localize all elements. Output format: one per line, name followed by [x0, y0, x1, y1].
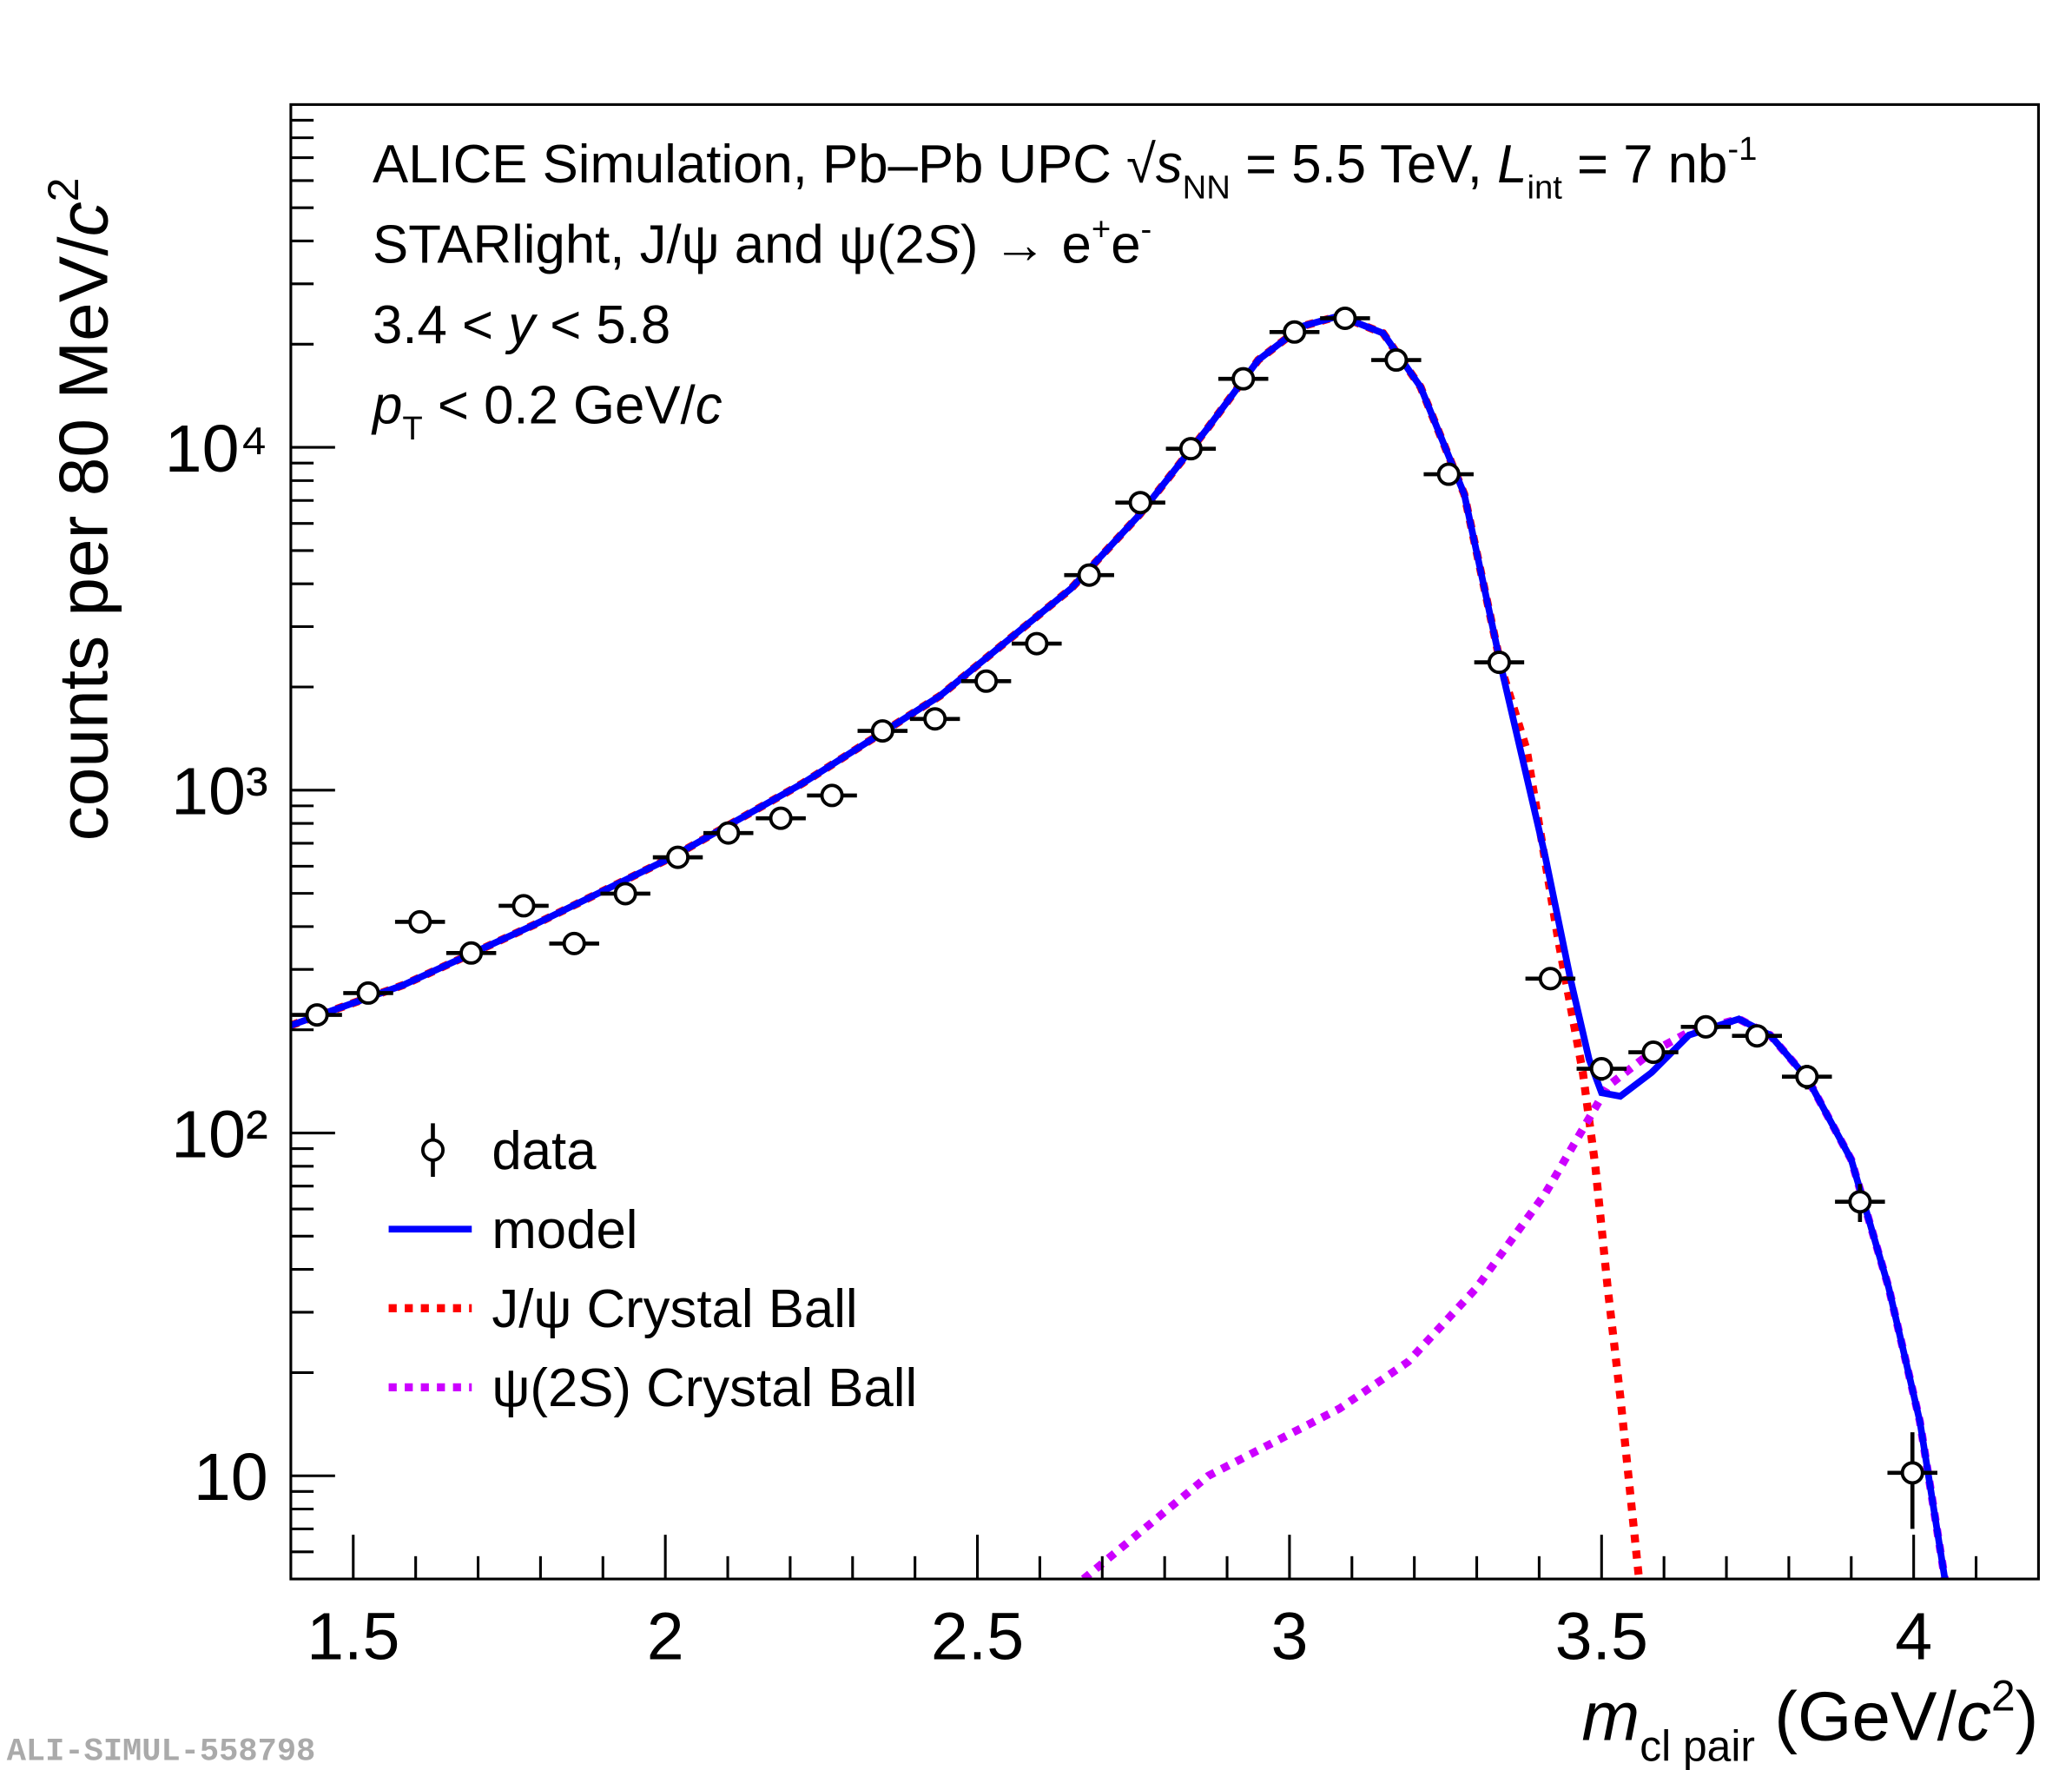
- text-run: = 7 nb: [1562, 135, 1727, 195]
- text-run: T: [402, 410, 422, 447]
- annotation: pT < 0.2 GeV/c: [371, 376, 723, 448]
- text-run: < 0.2 GeV/: [423, 376, 696, 436]
- text-run: cl pair: [1640, 1721, 1755, 1770]
- data-point: [870, 719, 894, 743]
- data-point: [356, 981, 380, 1005]
- text-run: p: [371, 376, 402, 436]
- data-point: [408, 909, 432, 934]
- data-point: [613, 882, 637, 906]
- data-point: [1283, 320, 1307, 344]
- y-tick-label: 10³: [171, 755, 268, 829]
- text-run: ): [2016, 1677, 2039, 1755]
- y-tick-label: 10²: [171, 1097, 268, 1172]
- data-point: [1077, 563, 1101, 587]
- watermark: ALI-SIMUL-558798: [7, 1734, 316, 1770]
- data-point: [1231, 367, 1256, 391]
- annotation: ALICE Simulation, Pb–Pb UPC √sNN = 5.5 T…: [373, 130, 1757, 206]
- text-run: (GeV/: [1755, 1677, 1957, 1755]
- text-run: m: [1581, 1677, 1640, 1755]
- text-run: 2: [39, 178, 88, 202]
- y-tick-label: 10⁴: [165, 412, 268, 486]
- text-run: √: [1126, 135, 1156, 195]
- text-run: ALICE Simulation, Pb–Pb UPC: [373, 135, 1126, 195]
- data-point: [1487, 651, 1511, 675]
- data-point: [1641, 1040, 1666, 1065]
- text-run: S: [925, 215, 960, 275]
- data-point: [511, 894, 536, 918]
- x-tick-label: 4: [1895, 1600, 1932, 1674]
- x-tick-label: 2: [647, 1600, 684, 1674]
- data-point: [1436, 462, 1461, 486]
- text-run: 2: [1991, 1672, 2016, 1720]
- plot-area: [290, 306, 1950, 1580]
- text-run: c: [696, 376, 723, 436]
- data-point: [1745, 1024, 1769, 1048]
- data-point: [820, 783, 844, 808]
- data-point: [305, 1003, 329, 1027]
- data-point: [1025, 631, 1049, 656]
- text-run: STARlight, J/ψ and ψ(2: [373, 215, 925, 275]
- x-tick-label: 3: [1270, 1600, 1308, 1674]
- data-point: [1384, 348, 1409, 373]
- text-run: ) → e: [960, 215, 1092, 275]
- text-run: c: [1957, 1677, 1991, 1755]
- series-line: [1080, 1014, 1950, 1580]
- data-point: [459, 941, 484, 965]
- legend-label: ψ(2S) Crystal Ball: [492, 1358, 917, 1418]
- data-point: [923, 707, 947, 731]
- y-axis-title: counts per 80 MeV/c2: [39, 178, 123, 842]
- legend-label: J/ψ Crystal Ball: [492, 1279, 857, 1339]
- text-run: = 5.5 TeV,: [1231, 135, 1497, 195]
- text-run: 3.4 <: [373, 295, 508, 355]
- text-run: < 5.8: [535, 295, 670, 355]
- text-run: counts per 80 MeV/: [44, 236, 122, 842]
- x-tick-label: 1.5: [307, 1600, 399, 1674]
- data-point: [1848, 1190, 1872, 1214]
- text-run: +: [1092, 211, 1111, 248]
- x-tick-label: 2.5: [931, 1600, 1024, 1674]
- legend-label: model: [492, 1200, 637, 1260]
- legend-symbol: [420, 1138, 445, 1162]
- data-point: [562, 931, 586, 955]
- data-point: [1589, 1057, 1613, 1081]
- annotation: 3.4 < y < 5.8: [373, 295, 670, 355]
- data-point: [769, 806, 793, 830]
- text-run: y: [505, 295, 538, 355]
- data-point: [666, 845, 690, 869]
- data-point: [1900, 1461, 1924, 1485]
- y-tick-label: 10: [194, 1440, 268, 1515]
- annotation: STARlight, J/ψ and ψ(2S) → e+e-: [373, 211, 1151, 275]
- data-point: [1128, 491, 1152, 515]
- series-line: [290, 312, 1949, 1580]
- text-run: e: [1111, 215, 1140, 275]
- data-point: [1178, 437, 1203, 461]
- text-run: -1: [1727, 130, 1757, 168]
- data-point: [1538, 967, 1562, 991]
- text-run: c: [44, 201, 122, 236]
- legend-label: data: [492, 1121, 597, 1181]
- text-run: s: [1156, 135, 1183, 195]
- text-run: NN: [1183, 168, 1231, 206]
- data-point: [974, 669, 999, 693]
- x-axis-title: mcl pair (GeV/c2): [1581, 1672, 2038, 1770]
- data-point: [716, 821, 741, 845]
- data-point: [1333, 306, 1357, 330]
- x-tick-label: 3.5: [1555, 1600, 1648, 1674]
- text-run: L: [1497, 135, 1527, 195]
- data-point: [1693, 1014, 1718, 1039]
- text-run: int: [1527, 168, 1562, 206]
- text-run: -: [1141, 211, 1152, 248]
- data-point: [1795, 1065, 1819, 1089]
